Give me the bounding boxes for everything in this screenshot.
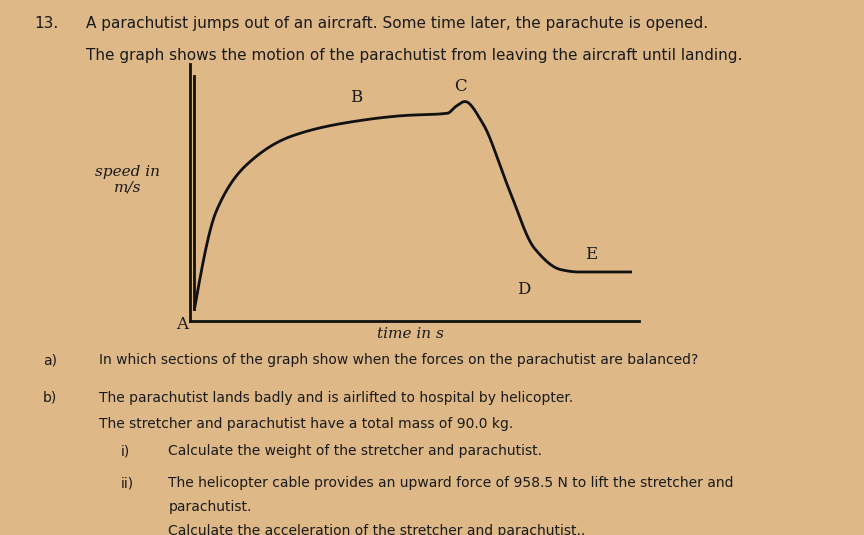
Text: parachutist.: parachutist. <box>168 500 251 514</box>
Text: E: E <box>585 246 598 263</box>
Text: The graph shows the motion of the parachutist from leaving the aircraft until la: The graph shows the motion of the parach… <box>86 48 743 63</box>
Text: i): i) <box>121 444 130 458</box>
Text: The parachutist lands badly and is airlifted to hospital by helicopter.: The parachutist lands badly and is airli… <box>99 391 574 404</box>
Text: time in s: time in s <box>377 327 444 341</box>
Text: a): a) <box>43 353 57 367</box>
Text: Calculate the weight of the stretcher and parachutist.: Calculate the weight of the stretcher an… <box>168 444 543 458</box>
Text: b): b) <box>43 391 57 404</box>
Text: B: B <box>350 89 362 106</box>
Text: speed in
m/s: speed in m/s <box>95 165 160 195</box>
Text: In which sections of the graph show when the forces on the parachutist are balan: In which sections of the graph show when… <box>99 353 699 367</box>
Text: The stretcher and parachutist have a total mass of 90.0 kg.: The stretcher and parachutist have a tot… <box>99 417 513 431</box>
Text: D: D <box>517 281 530 299</box>
Text: Calculate the acceleration of the stretcher and parachutist..: Calculate the acceleration of the stretc… <box>168 524 586 535</box>
Text: ii): ii) <box>121 476 134 490</box>
Text: C: C <box>454 78 467 95</box>
Text: The helicopter cable provides an upward force of 958.5 N to lift the stretcher a: The helicopter cable provides an upward … <box>168 476 734 490</box>
Text: A parachutist jumps out of an aircraft. Some time later, the parachute is opened: A parachutist jumps out of an aircraft. … <box>86 16 708 31</box>
Text: A: A <box>176 316 187 333</box>
Text: 13.: 13. <box>35 16 59 31</box>
